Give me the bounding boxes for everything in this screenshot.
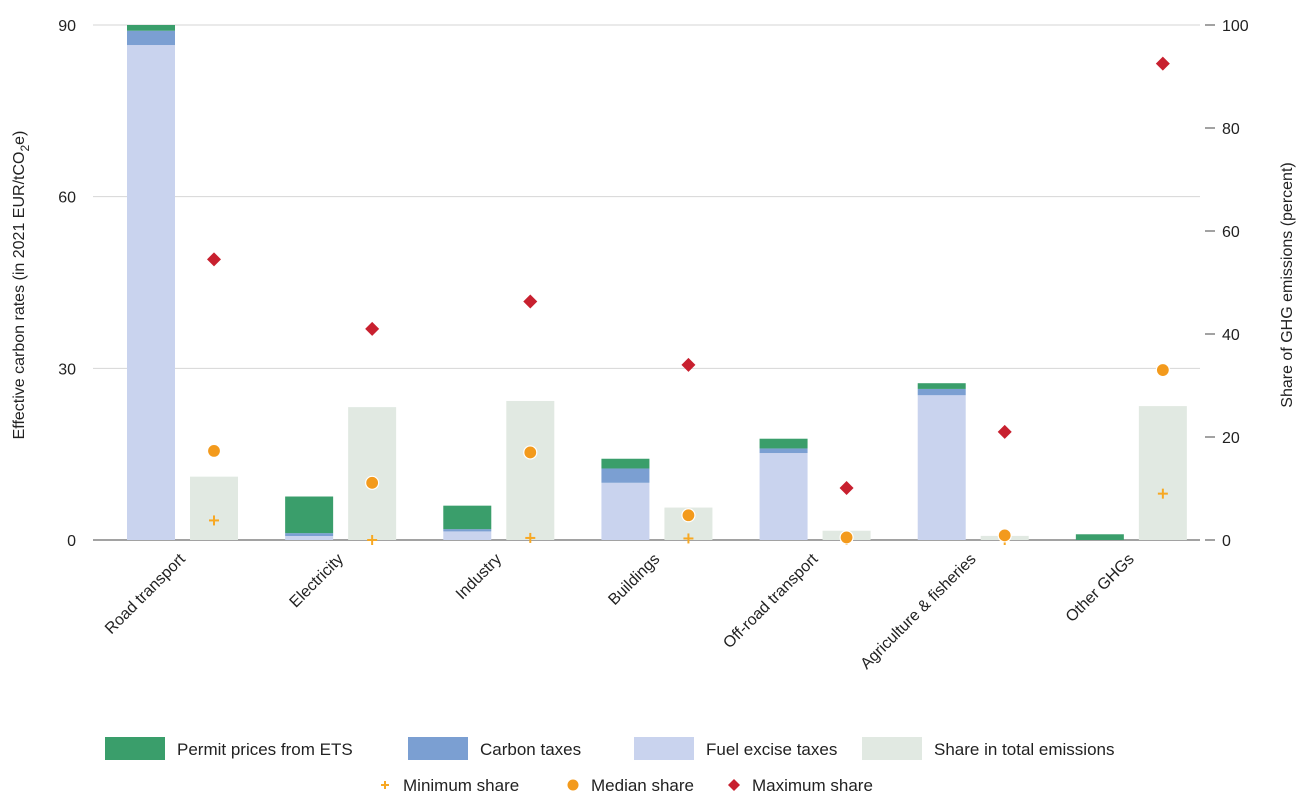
bar-fuel-excise-taxes-off-road-transport <box>759 453 808 540</box>
marker-median-share-agriculture-and-fisheries <box>997 528 1012 543</box>
legend-swatch-fuel-excise-taxes <box>634 737 694 760</box>
marker-minimum-share-road-transport <box>209 515 219 526</box>
legend-marker-minimum-share <box>381 781 389 789</box>
bar-carbon-taxes-industry <box>443 529 492 532</box>
marker-minimum-share-buildings <box>683 533 694 544</box>
marker-median-share-buildings <box>681 508 696 523</box>
legend-label: Permit prices from ETS <box>177 740 353 759</box>
bar-share-in-total-emissions-industry <box>506 400 555 540</box>
bar-permit-prices-from-ets-other-ghgs <box>1075 534 1124 540</box>
right-tick-label: 40 <box>1222 327 1240 344</box>
x-tick-label: Off-road transport <box>720 550 821 651</box>
marker-maximum-share-road-transport <box>207 252 221 267</box>
right-axis-title: Share of GHG emissions (percent) <box>1279 162 1296 407</box>
bar-fuel-excise-taxes-electricity <box>285 535 334 540</box>
marker-maximum-share-electricity <box>365 321 380 336</box>
x-tick-label: Other GHGs <box>1063 551 1138 626</box>
bar-fuel-excise-taxes-road-transport <box>127 45 175 541</box>
stacked-bars <box>127 25 1124 541</box>
marker-median-share-off-road-transport <box>839 530 854 545</box>
legend-marker-median-share <box>567 779 579 791</box>
right-tick-label: 60 <box>1222 224 1240 241</box>
left-axis: 0 30 60 90 <box>58 18 76 550</box>
bar-permit-prices-from-ets-industry <box>443 505 492 530</box>
legend: Permit prices from ETS Carbon taxes Fuel e… <box>105 737 1114 794</box>
legend-label: Fuel excise taxes <box>706 740 837 759</box>
x-tick-label: Buildings <box>605 551 663 609</box>
marker-maximum-share-buildings <box>681 357 696 372</box>
left-tick-label: 60 <box>58 190 76 207</box>
legend-swatch-permit-prices-from-ets <box>105 737 165 760</box>
x-tick-label: Electricity <box>287 551 347 611</box>
marker-median-share-road-transport <box>206 443 222 459</box>
left-tick-label: 0 <box>67 533 76 550</box>
legend-label: Carbon taxes <box>480 740 581 759</box>
marker-minimum-share-industry <box>525 532 536 543</box>
bar-fuel-excise-taxes-buildings <box>601 482 650 540</box>
bar-permit-prices-from-ets-agriculture-and-fisheries <box>917 383 966 389</box>
bar-fuel-excise-taxes-industry <box>443 531 492 540</box>
left-tick-label: 90 <box>58 18 76 35</box>
marker-maximum-share-off-road-transport <box>839 480 854 495</box>
bar-permit-prices-from-ets-buildings <box>601 458 650 469</box>
right-tick-label: 20 <box>1222 430 1240 447</box>
marker-median-share-industry <box>523 445 538 460</box>
legend-swatch-carbon-taxes <box>408 737 468 760</box>
marker-maximum-share-agriculture-and-fisheries <box>997 424 1012 439</box>
left-axis-title: Effective carbon rates (in 2021 EUR/tCO2… <box>11 131 32 440</box>
x-tick-label: Agriculture & fisheries <box>858 551 980 673</box>
bar-fuel-excise-taxes-agriculture-and-fisheries <box>917 395 966 540</box>
marker-minimum-share-electricity <box>367 535 378 545</box>
marker-median-share-electricity <box>365 475 380 490</box>
x-axis: Road transport Electricity Industry Buildin… <box>102 550 1138 672</box>
marker-minimum-share-other-ghgs <box>1157 488 1168 499</box>
left-tick-label: 30 <box>58 361 76 378</box>
marker-median-share-other-ghgs <box>1155 362 1170 378</box>
right-tick-label: 100 <box>1222 18 1249 35</box>
bar-permit-prices-from-ets-road-transport <box>127 25 175 31</box>
legend-swatch-share-in-total-emissions <box>862 737 922 760</box>
legend-label: Median share <box>591 776 694 794</box>
right-tick-label: 0 <box>1222 533 1231 550</box>
bar-carbon-taxes-buildings <box>601 468 650 483</box>
legend-label: Minimum share <box>403 776 519 794</box>
bar-carbon-taxes-road-transport <box>127 30 175 46</box>
marker-maximum-share-industry <box>523 294 538 309</box>
legend-label: Maximum share <box>752 776 873 794</box>
right-axis: 0 20 40 60 80 100 <box>1205 18 1249 550</box>
legend-label: Share in total emissions <box>934 740 1114 759</box>
bar-share-in-total-emissions-road-transport <box>190 476 238 540</box>
legend-marker-maximum-share <box>728 779 740 791</box>
right-tick-label: 80 <box>1222 121 1240 138</box>
bar-share-in-total-emissions-electricity <box>348 407 397 540</box>
bar-permit-prices-from-ets-electricity <box>285 496 334 534</box>
bar-carbon-taxes-agriculture-and-fisheries <box>917 388 966 396</box>
bar-permit-prices-from-ets-off-road-transport <box>759 438 808 449</box>
x-tick-label: Road transport <box>102 550 189 637</box>
bar-carbon-taxes-electricity <box>285 533 334 536</box>
marker-maximum-share-other-ghgs <box>1155 56 1170 71</box>
bar-share-in-total-emissions-other-ghgs <box>1138 406 1187 540</box>
bar-carbon-taxes-off-road-transport <box>759 448 808 454</box>
share-markers <box>206 56 1170 545</box>
x-tick-label: Industry <box>453 551 505 603</box>
